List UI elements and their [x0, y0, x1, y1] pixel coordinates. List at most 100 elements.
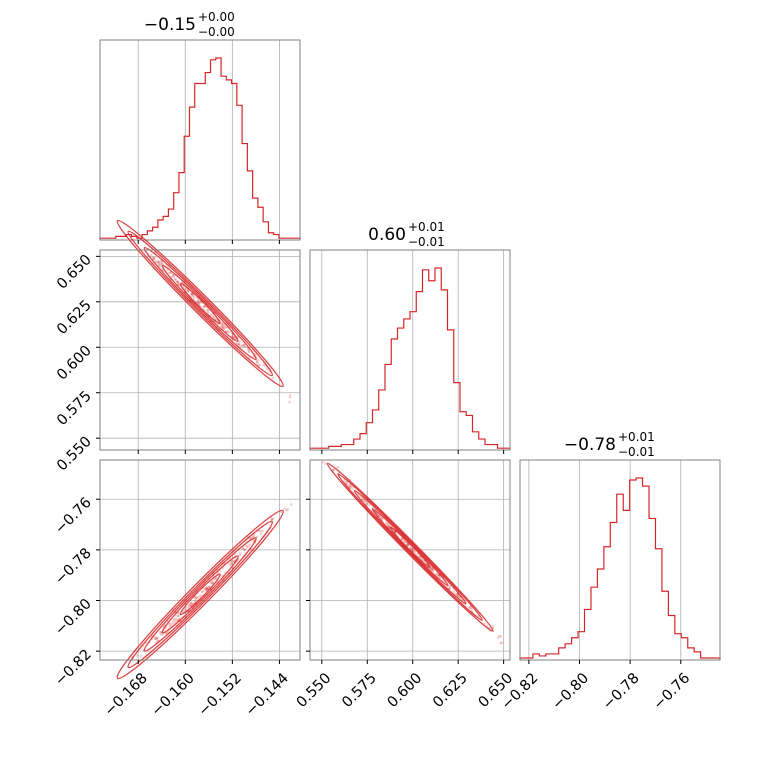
contour-level-2: [353, 490, 467, 605]
sample-point: [255, 361, 259, 365]
sample-point: [151, 256, 155, 259]
sample-point: [243, 345, 247, 349]
sample-point: [169, 271, 172, 274]
sample-point: [243, 548, 246, 552]
sample-point: [221, 325, 225, 329]
sample-point: [403, 540, 407, 544]
sample-point: [251, 535, 255, 538]
sample-point: [347, 485, 351, 488]
sample-point: [215, 576, 218, 579]
sample-point: [286, 508, 290, 511]
sample-point: [205, 586, 209, 590]
sample-point: [202, 305, 206, 308]
sample-point: [255, 360, 259, 364]
sample-point: [174, 278, 177, 281]
sample-point: [205, 586, 209, 589]
sample-point: [229, 563, 232, 567]
title-plus: +0.01: [618, 430, 655, 444]
sample-point: [197, 298, 200, 301]
sample-point: [379, 516, 383, 519]
sample-point: [207, 308, 210, 312]
sample-point: [240, 344, 243, 348]
sample-point: [186, 289, 190, 293]
sample-point: [157, 262, 161, 266]
sample-point: [182, 610, 185, 613]
histogram-panel-1: 0.60 +0.01−0.01: [309, 220, 511, 454]
sample-point: [188, 603, 192, 607]
sample-point: [288, 396, 292, 399]
sample-point: [448, 584, 452, 588]
sample-point: [255, 535, 259, 539]
panel-frame: [519, 459, 721, 661]
sample-point: [344, 481, 348, 484]
tick-label-x: −0.152: [196, 670, 245, 719]
sample-point: [358, 495, 362, 498]
sample-point: [500, 641, 504, 644]
sample-point: [170, 623, 173, 627]
sample-point: [279, 510, 283, 514]
tick-label-y: 0.625: [54, 297, 95, 338]
title-value: −0.78: [564, 435, 616, 455]
title-minus: −0.01: [618, 445, 655, 459]
sample-point: [154, 260, 158, 263]
sample-point: [410, 546, 413, 550]
sample-point: [192, 294, 195, 298]
sample-point: [245, 546, 249, 549]
sample-point: [171, 621, 174, 624]
sample-point: [153, 256, 156, 260]
sample-point: [220, 323, 224, 327]
contour-level-0: [116, 509, 284, 680]
sample-point: [164, 632, 168, 635]
title-minus: −0.00: [198, 25, 235, 39]
panel-frame: [99, 249, 301, 451]
sample-point: [187, 604, 191, 607]
tick-label-x: 0.550: [294, 670, 335, 711]
sample-point: [411, 548, 414, 552]
panel-frame: [99, 459, 301, 661]
sample-point: [247, 349, 250, 352]
sample-point: [177, 614, 180, 617]
sample-point: [283, 507, 286, 510]
contour-level-1: [127, 520, 274, 669]
sample-point: [172, 274, 175, 277]
sample-point: [174, 617, 178, 621]
sample-point: [155, 636, 159, 640]
sample-point: [368, 503, 371, 507]
sample-point: [258, 363, 262, 367]
sample-point: [176, 280, 179, 283]
sample-point: [236, 342, 240, 346]
sample-point: [157, 260, 161, 263]
tick-label-y: −0.82: [52, 647, 95, 690]
sample-point: [258, 529, 262, 533]
sample-point: [230, 559, 233, 563]
panel-frame: [309, 459, 511, 661]
sample-point: [168, 625, 171, 628]
sample-point: [187, 290, 191, 293]
contour-level-3: [161, 555, 239, 634]
sample-point: [288, 400, 291, 404]
tick-label-y: 0.650: [54, 252, 95, 293]
tick-label-y: 0.575: [54, 388, 95, 429]
sample-point: [213, 578, 217, 581]
sample-point: [230, 562, 233, 566]
sample-point: [152, 257, 155, 261]
sample-point: [496, 636, 500, 639]
sample-point: [176, 280, 180, 284]
sample-point: [262, 364, 265, 367]
sample-point: [418, 555, 422, 559]
sample-point: [238, 340, 242, 344]
sample-point: [385, 522, 388, 525]
sample-point: [173, 278, 177, 281]
sample-point: [149, 253, 153, 257]
sample-point: [168, 622, 172, 626]
sample-point: [388, 524, 391, 528]
sample-point: [223, 325, 227, 329]
sample-point: [380, 517, 383, 521]
tick-label-x: −0.80: [549, 670, 592, 713]
sample-point: [387, 523, 391, 526]
tick-label-x: −0.76: [651, 670, 694, 713]
tick-label-y: −0.80: [52, 596, 95, 639]
sample-point: [221, 326, 225, 330]
tick-label-x: 0.600: [385, 670, 426, 711]
sample-point: [174, 615, 178, 618]
